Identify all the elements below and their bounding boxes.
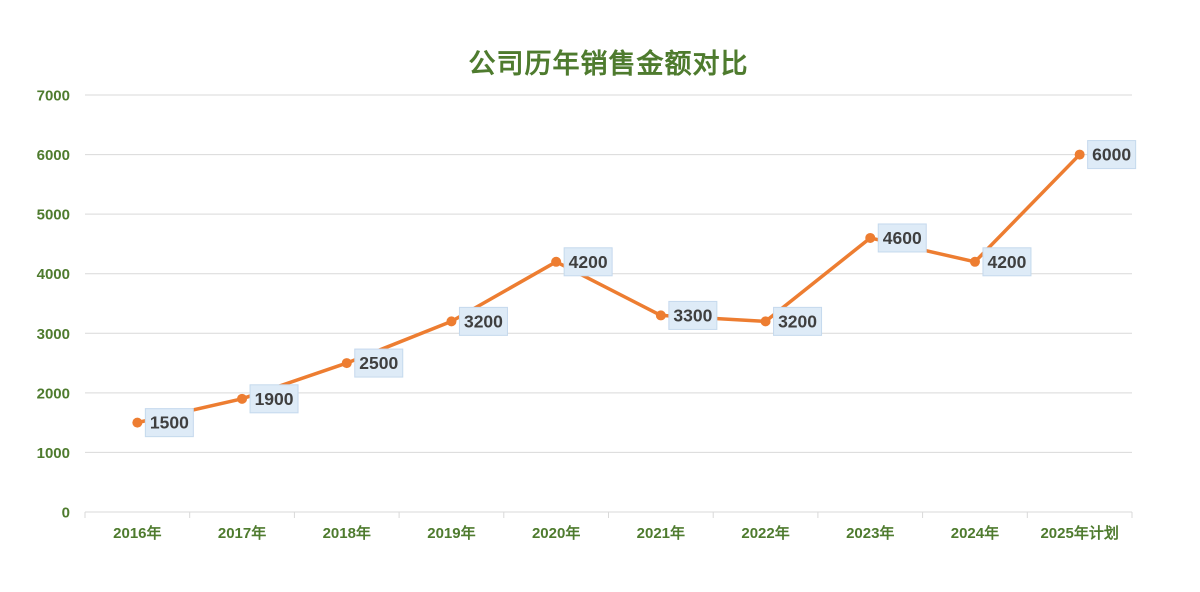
data-label-value: 4600 [883,228,922,248]
y-axis-tick-label: 2000 [37,385,70,402]
data-label-value: 4200 [987,252,1026,272]
y-axis-tick-label: 5000 [37,207,70,224]
data-label-box [773,306,823,336]
x-axis-tick-label: 2018年 [323,524,371,542]
x-axis-tick-label: 2021年 [637,524,685,542]
data-label-value: 6000 [1092,145,1131,165]
data-point-marker [655,310,666,321]
data-label-value: 1500 [150,413,189,433]
data-label-value: 1900 [255,389,294,409]
x-axis-tick-label: 2023年 [846,524,894,542]
x-axis-tick-label: 2025年计划 [1040,524,1118,542]
x-axis-tick-label: 2017年 [218,524,266,542]
y-axis-tick-label: 6000 [37,147,70,164]
data-label-box [563,247,613,277]
y-axis-tick-label: 1000 [37,445,70,462]
data-label-box [144,408,194,438]
data-label-value: 3300 [673,305,712,325]
x-axis-tick-label: 2016年 [113,524,161,542]
data-label-value: 2500 [359,353,398,373]
data-point-marker [551,256,562,267]
y-axis-tick-label: 7000 [37,88,70,105]
data-label-box [249,384,299,414]
data-label-value: 3200 [778,311,817,331]
data-point-marker [237,393,248,404]
data-label-box [1087,140,1137,170]
data-label-box [668,300,718,330]
data-point-marker [132,417,143,428]
data-point-marker [865,232,876,243]
data-label-box [354,348,404,378]
data-label-box [877,223,927,253]
chart-title: 公司历年销售金额对比 [468,49,749,79]
y-axis-tick-label: 3000 [37,326,70,343]
x-axis-tick-label: 2019年 [427,524,475,542]
data-point-marker [446,316,457,327]
x-axis-tick-label: 2022年 [741,524,789,542]
data-point-marker [341,358,352,369]
x-axis-tick-label: 2020年 [532,524,580,542]
data-point-marker [760,316,771,327]
data-label-value: 4200 [569,252,608,272]
y-axis-tick-label: 0 [62,505,70,522]
y-axis-tick-label: 4000 [37,266,70,283]
data-label-box [458,306,508,336]
data-point-marker [969,256,980,267]
data-label-box [982,247,1032,277]
data-label-value: 3200 [464,311,503,331]
x-axis-tick-label: 2024年 [951,524,999,542]
series-line [135,152,1082,425]
data-point-marker [1074,149,1085,160]
